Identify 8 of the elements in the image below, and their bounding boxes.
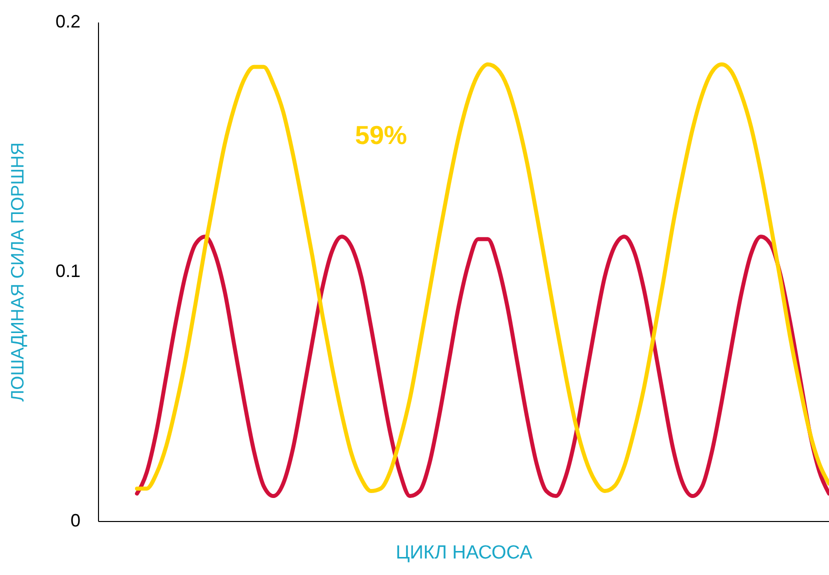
y-tick-label: 0 [70, 510, 80, 530]
x-axis-title: ЦИКЛ НАСОСА [396, 542, 533, 564]
line-series [134, 62, 829, 494]
line-series [134, 234, 829, 498]
y-tick-label: 0.2 [55, 12, 80, 32]
y-axis-title: ЛОШАДИНАЯ СИЛА ПОРШНЯ [7, 142, 28, 402]
y-tick-label: 0.1 [55, 261, 80, 281]
annotation: 59% [354, 120, 408, 150]
